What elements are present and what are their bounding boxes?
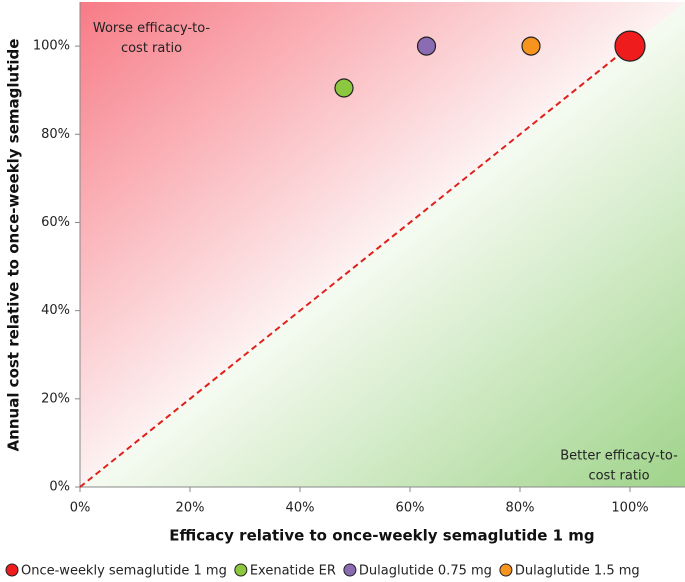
annotation: Better efficacy-to- bbox=[560, 449, 678, 464]
y-tick-label: 100% bbox=[33, 39, 70, 54]
annotation: cost ratio bbox=[588, 469, 649, 484]
x-tick-label: 80% bbox=[506, 501, 535, 516]
x-tick-label: 60% bbox=[396, 501, 425, 516]
x-tick-label: 20% bbox=[176, 501, 205, 516]
y-tick-label: 80% bbox=[41, 127, 70, 142]
y-axis-title: Annual cost relative to once-weekly sema… bbox=[5, 39, 23, 452]
y-tick-label: 0% bbox=[49, 480, 70, 495]
x-tick-label: 0% bbox=[70, 501, 91, 516]
plot-background bbox=[80, 2, 685, 487]
y-tick-label: 20% bbox=[41, 391, 70, 406]
legend-marker bbox=[5, 563, 19, 577]
legend-label: Dulaglutide 1.5 mg bbox=[515, 564, 640, 579]
point bbox=[614, 30, 646, 62]
legend-marker bbox=[499, 563, 513, 577]
x-axis-title: Efficacy relative to once-weekly semaglu… bbox=[169, 527, 594, 545]
point bbox=[334, 78, 354, 98]
legend-label: Dulaglutide 0.75 mg bbox=[359, 564, 492, 579]
legend-marker bbox=[234, 563, 248, 577]
annotation: Worse efficacy-to- bbox=[93, 21, 211, 36]
x-tick-label: 100% bbox=[611, 501, 648, 516]
point bbox=[521, 36, 541, 56]
x-tick-label: 40% bbox=[286, 501, 315, 516]
y-tick-label: 60% bbox=[41, 215, 70, 230]
y-tick-label: 40% bbox=[41, 303, 70, 318]
legend-marker bbox=[343, 563, 357, 577]
reference-line bbox=[79, 45, 631, 488]
point bbox=[416, 36, 437, 56]
legend-label: Once-weekly semaglutide 1 mg bbox=[21, 564, 227, 579]
annotation: cost ratio bbox=[121, 41, 182, 56]
legend-label: Exenatide ER bbox=[250, 564, 336, 579]
